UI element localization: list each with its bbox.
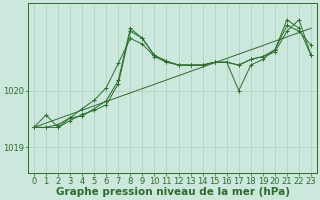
X-axis label: Graphe pression niveau de la mer (hPa): Graphe pression niveau de la mer (hPa) — [55, 187, 290, 197]
